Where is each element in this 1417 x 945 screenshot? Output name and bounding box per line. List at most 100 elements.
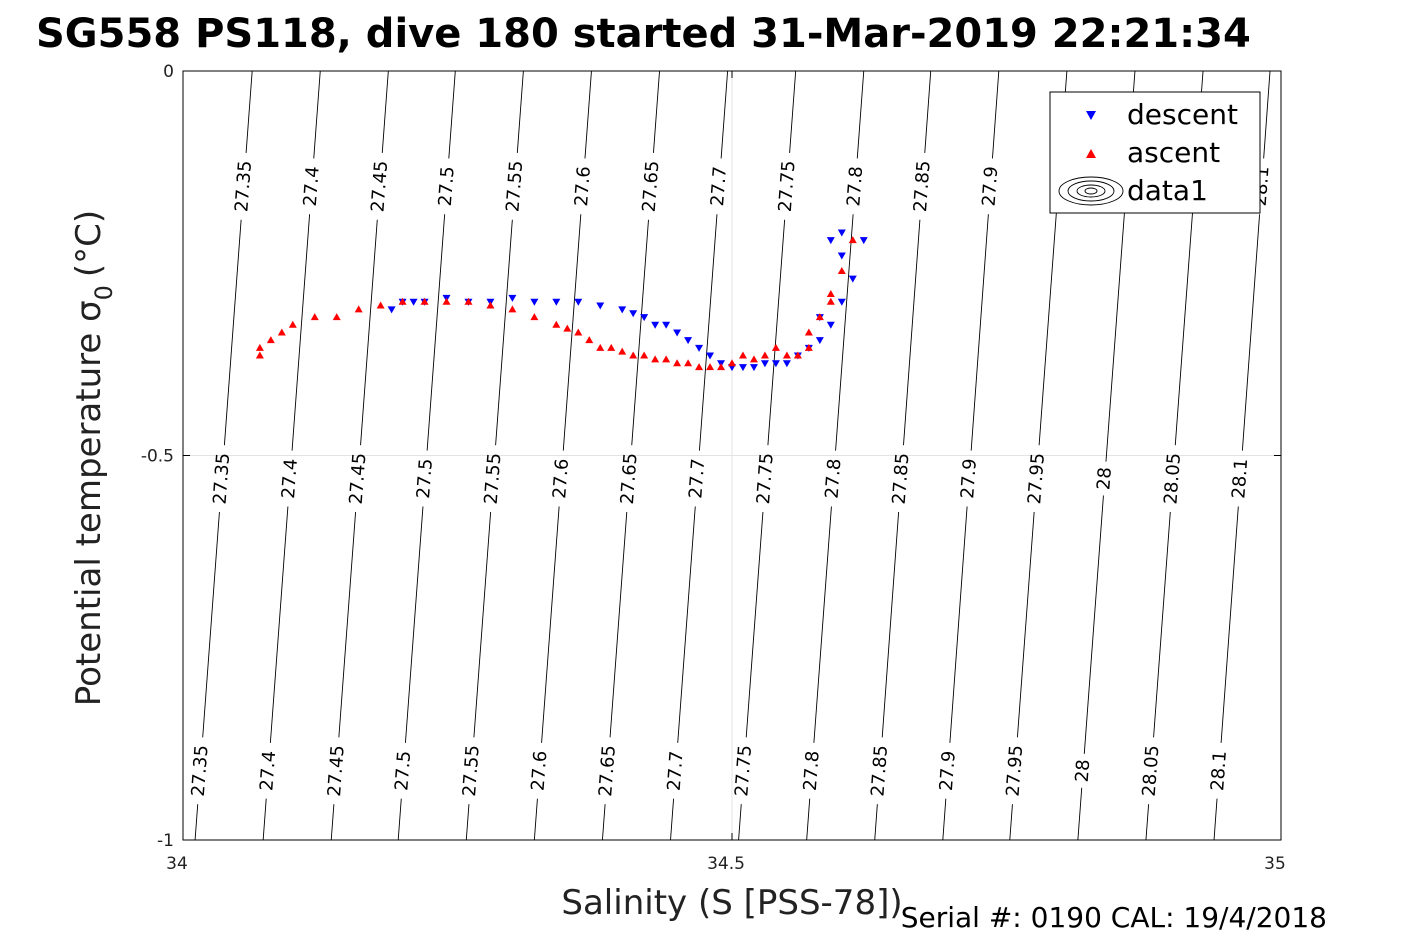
contour-line-27.85 xyxy=(874,804,878,841)
contour-line-27.75 xyxy=(745,511,764,738)
ascent-point xyxy=(255,343,264,351)
contour-label: 27.35 xyxy=(209,452,234,505)
x-tick-label: 35 xyxy=(1264,854,1286,874)
contour-line-27.6 xyxy=(541,506,560,743)
contour-label: 27.65 xyxy=(617,452,642,505)
descent-point xyxy=(552,298,561,306)
contour-line-27.55 xyxy=(495,219,513,446)
ascent-point xyxy=(596,343,605,351)
calibration-footer: Serial #: 0190 CAL: 19/4/2018 xyxy=(901,901,1327,934)
contour-label: 27.4 xyxy=(278,458,302,500)
contour-line-27.35 xyxy=(223,219,242,446)
contour-label: 27.6 xyxy=(528,750,552,792)
descent-point xyxy=(387,306,396,314)
legend-marker-ascent xyxy=(1086,149,1096,158)
contour-line-27.85 xyxy=(924,70,932,153)
contour-line-27.8 xyxy=(813,506,832,743)
contour-line-27.95 xyxy=(1009,804,1013,841)
contour-line-27.35 xyxy=(194,804,199,841)
ascent-point xyxy=(618,347,627,355)
descent-point xyxy=(574,298,583,306)
ascent-point xyxy=(662,355,671,363)
contour-line-27.4 xyxy=(262,798,267,841)
contour-label: 27.7 xyxy=(707,165,731,207)
descent-point xyxy=(684,337,693,345)
contour-line-27.6 xyxy=(584,70,592,159)
ascent-point xyxy=(771,343,780,351)
ascent-point xyxy=(288,320,297,328)
descent-point xyxy=(782,360,791,368)
ascent-point xyxy=(760,351,769,359)
ascent-point xyxy=(464,297,473,305)
y-axis-label: Potential temperature σ0 (°C) xyxy=(69,210,118,706)
descent-point xyxy=(837,298,846,306)
ascent-point xyxy=(782,351,791,359)
contour-label: 27.75 xyxy=(775,160,800,213)
ascent-point xyxy=(815,313,824,321)
ascent-point xyxy=(398,297,407,305)
legend-label-ascent: ascent xyxy=(1127,136,1220,169)
axis-ticks: 34 34.5 35 0 -0.5 -1 xyxy=(141,62,1286,874)
ascent-point xyxy=(585,336,594,344)
ascent-point xyxy=(277,328,286,336)
ascent-point xyxy=(793,351,802,359)
descent-point xyxy=(706,352,715,360)
contour-line-27.9 xyxy=(942,798,947,841)
contour-line-27.75 xyxy=(767,219,786,446)
chart-title: SG558 PS118, dive 180 started 31-Mar-201… xyxy=(36,11,1251,57)
ascent-point xyxy=(848,236,857,244)
contour-line-27.55 xyxy=(465,804,470,841)
contour-line-28.1 xyxy=(1220,506,1239,743)
contour-label: 27.35 xyxy=(231,160,256,213)
contour-line-27.4 xyxy=(313,70,321,159)
contour-line-28 xyxy=(1077,787,1083,841)
contour-line-27.5 xyxy=(397,798,402,841)
contour-label: 27.75 xyxy=(753,452,778,505)
contour-line-27.75 xyxy=(789,70,797,153)
contour-line-27.5 xyxy=(448,70,456,159)
ascent-point xyxy=(684,359,693,367)
contour-line-27.8 xyxy=(856,70,865,159)
density-contours: 27.35 27.35 27.35 27.4 27.4 27.4 27.45 27.45 27.… xyxy=(188,70,1274,841)
contour-line-27.45 xyxy=(330,804,335,841)
contour-label: 27.45 xyxy=(324,744,349,797)
descent-point xyxy=(848,275,857,283)
y-axis-label-main: Potential temperature σ xyxy=(69,300,109,706)
ascent-point xyxy=(310,313,319,321)
contour-label: 27.4 xyxy=(300,166,324,208)
contour-label: 27.45 xyxy=(346,452,371,505)
y-axis-label-unit: (°C) xyxy=(69,210,109,277)
contour-line-27.7 xyxy=(720,70,729,159)
contour-label: 27.5 xyxy=(391,750,415,792)
ascent-point xyxy=(530,313,539,321)
contour-line-27.65 xyxy=(609,511,628,738)
contour-line-28.1 xyxy=(1241,214,1261,451)
contour-label: 27.85 xyxy=(889,452,914,505)
descent-point xyxy=(695,344,704,352)
descent-point xyxy=(409,298,418,306)
contour-label: 28.1 xyxy=(1228,458,1252,499)
ascent-point xyxy=(651,355,660,363)
ascent-point xyxy=(826,290,835,298)
contour-line-27.85 xyxy=(881,511,900,738)
contour-line-28 xyxy=(1083,495,1104,754)
contour-label: 27.45 xyxy=(367,160,392,213)
legend-box xyxy=(1049,91,1261,214)
ascent-point xyxy=(749,355,758,363)
descent-point xyxy=(651,321,660,329)
contour-line-27.65 xyxy=(631,219,649,446)
contour-line-27.5 xyxy=(426,214,446,451)
contour-line-27.7 xyxy=(677,506,696,743)
contour-line-27.8 xyxy=(806,798,811,841)
ascent-point xyxy=(563,324,572,332)
ascent-point xyxy=(728,359,736,367)
contour-line-28.1 xyxy=(1213,798,1218,841)
descent-point xyxy=(826,321,835,329)
contour-label: 27.7 xyxy=(685,458,709,500)
contour-line-27.65 xyxy=(652,70,660,153)
contour-label: 28.05 xyxy=(1160,452,1185,505)
contour-line-27.65 xyxy=(601,804,606,841)
descent-point xyxy=(629,310,638,318)
ascent-point xyxy=(508,305,517,313)
